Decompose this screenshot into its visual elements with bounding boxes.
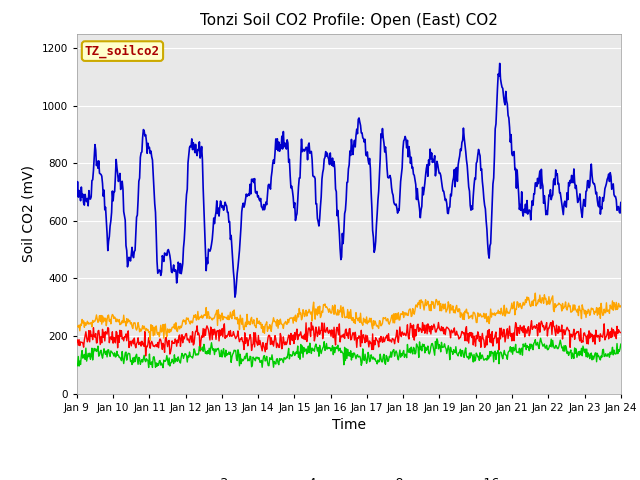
X-axis label: Time: Time [332, 418, 366, 432]
Y-axis label: Soil CO2 (mV): Soil CO2 (mV) [22, 165, 36, 262]
Legend: -2cm, -4cm, -8cm, -16cm: -2cm, -4cm, -8cm, -16cm [173, 472, 524, 480]
Title: Tonzi Soil CO2 Profile: Open (East) CO2: Tonzi Soil CO2 Profile: Open (East) CO2 [200, 13, 498, 28]
Text: TZ_soilco2: TZ_soilco2 [85, 44, 160, 58]
